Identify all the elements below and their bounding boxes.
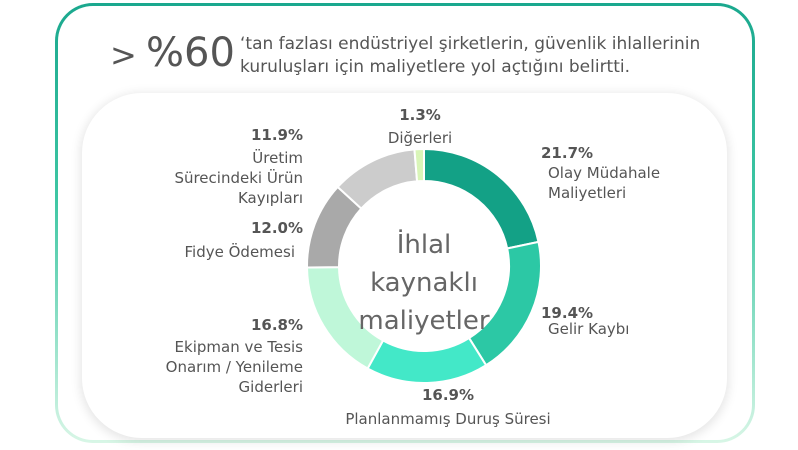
slice-value-label: 21.7%: [541, 144, 593, 162]
slice-category-label: Gelir Kaybı: [548, 320, 629, 338]
slice-value-label: 12.0%: [251, 219, 303, 237]
greater-than-sign: >: [110, 36, 137, 74]
slice-value-label: 11.9%: [251, 126, 303, 144]
slice-value-label: 19.4%: [541, 304, 593, 322]
slice-value-label: 1.3%: [399, 106, 441, 124]
slice-category-label: Sürecindeki Ürün: [174, 168, 303, 187]
slice-category-label: Olay Müdahale: [548, 164, 660, 182]
center-label: maliyetler: [358, 306, 490, 336]
donut-slice: [467, 240, 542, 367]
slice-category-label: Maliyetleri: [548, 184, 626, 202]
slice-category-label: Fidye Ödemesi: [185, 242, 295, 261]
slice-category-label: Planlanmamış Duruş Süresi: [345, 410, 550, 428]
slice-value-label: 16.9%: [422, 386, 474, 404]
slice-category-label: Ekipman ve Tesis: [175, 338, 304, 356]
headline-sentence: ‘tan fazlası endüstriyel şirketlerin, gü…: [240, 34, 701, 77]
slice-category-label: Diğerleri: [388, 129, 452, 147]
slice-category-label: Üretim: [252, 148, 303, 167]
slice-category-label: Onarım / Yenileme: [166, 358, 303, 376]
slice-value-label: 16.8%: [251, 316, 303, 334]
center-label: kaynaklı: [370, 268, 478, 298]
donut-slice: [413, 147, 425, 183]
slice-category-label: Giderleri: [239, 378, 303, 396]
center-label: İhlal: [397, 228, 452, 260]
donut-slice: [366, 336, 488, 384]
headline: > %60 ‘tan fazlası endüstriyel şirketler…: [110, 30, 740, 80]
slice-category-label: Kayıpları: [238, 189, 303, 207]
headline-percent: %60: [146, 30, 235, 76]
